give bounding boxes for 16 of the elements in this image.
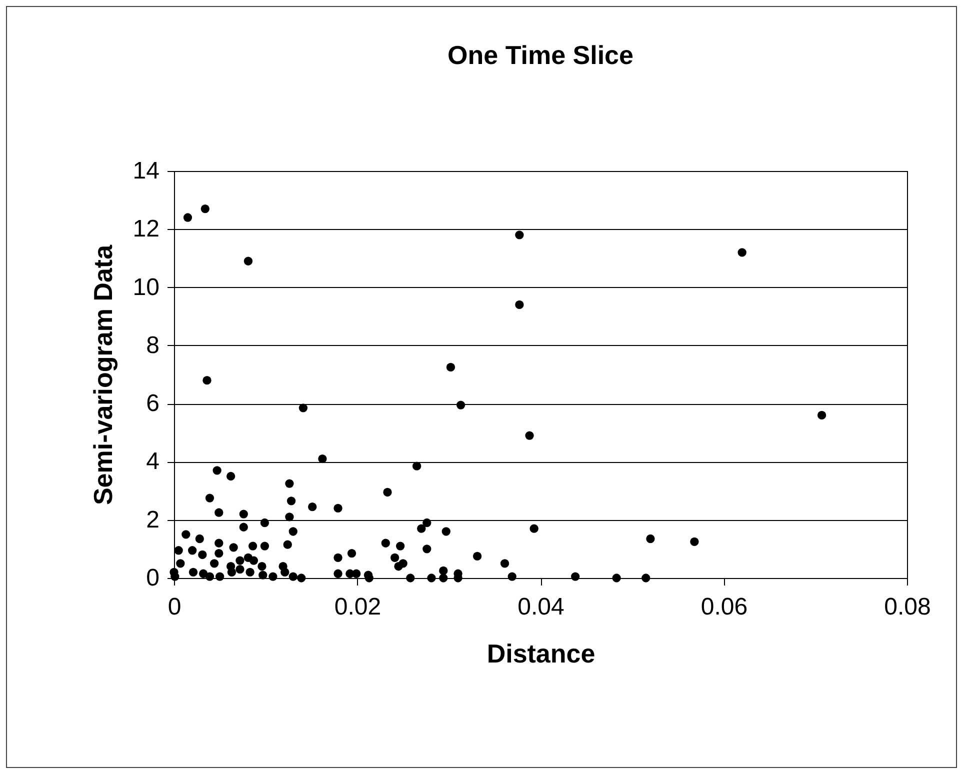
y-tick-label: 8 [146, 332, 160, 359]
x-tick-label: 0.02 [334, 594, 382, 620]
y-axis-title: Semi-variogram Data [88, 244, 118, 506]
y-tick-label: 14 [132, 158, 160, 184]
x-tick-label: 0 [168, 594, 182, 620]
x-tick-label: 0.06 [700, 594, 748, 620]
x-tick-label: 0.08 [884, 594, 931, 620]
y-tick-label: 12 [132, 216, 160, 243]
y-tick-label: 2 [146, 506, 160, 534]
x-axis-title: Distance [486, 638, 596, 668]
y-tick-label: 0 [146, 564, 160, 592]
x-tick-label: 0.04 [518, 594, 564, 620]
y-tick-label: 4 [146, 448, 160, 476]
y-tick-label: 10 [132, 274, 160, 301]
y-tick-label: 6 [146, 390, 160, 418]
chart-title: One Time Slice [448, 40, 634, 70]
